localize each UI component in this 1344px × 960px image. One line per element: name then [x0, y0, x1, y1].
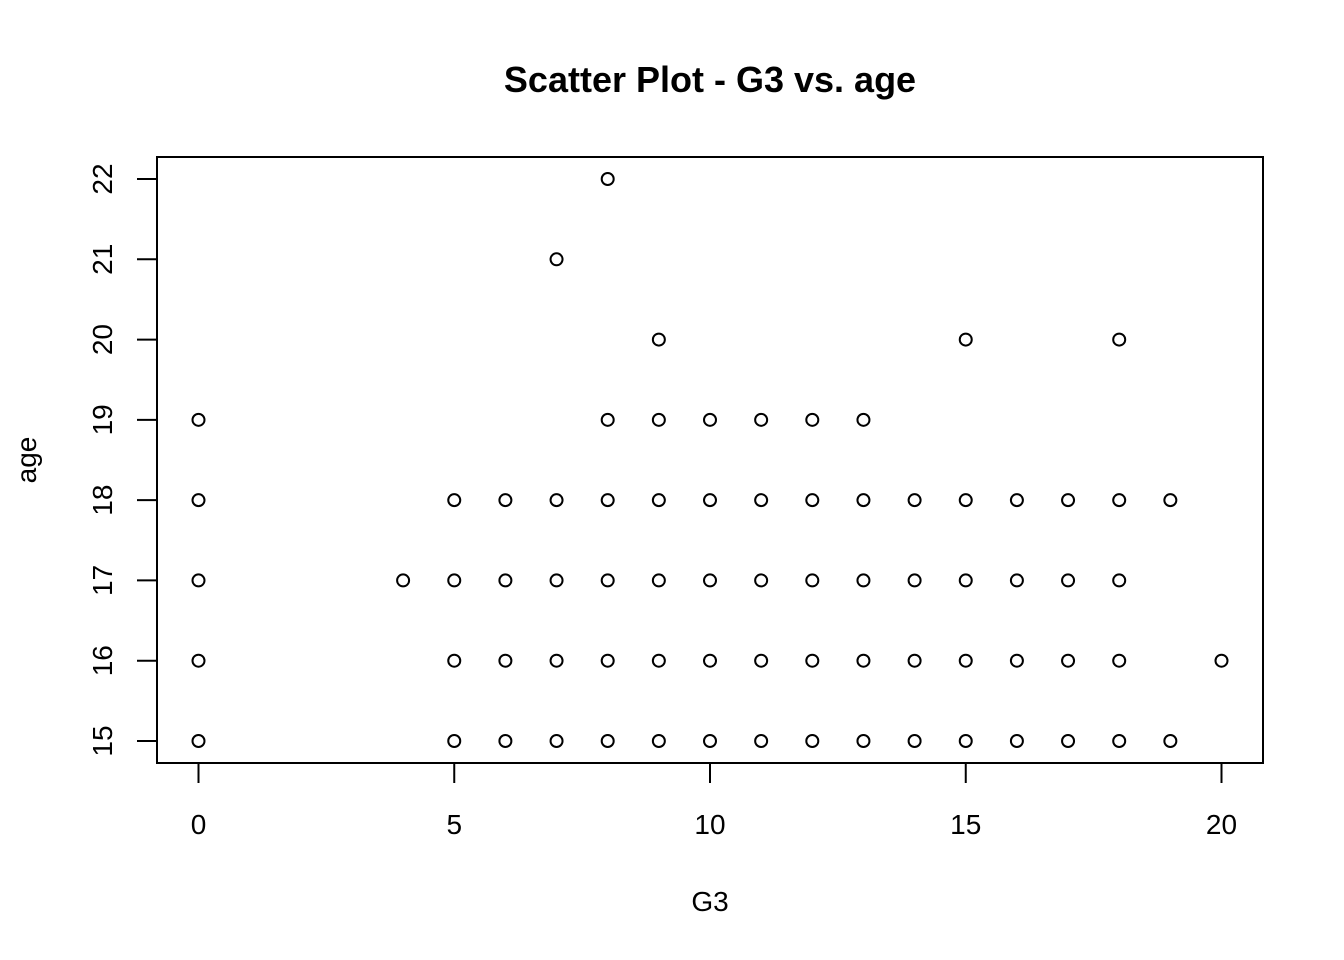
data-point [1061, 493, 1076, 508]
data-point [907, 734, 922, 748]
data-point [907, 493, 922, 508]
data-point [498, 653, 513, 668]
data-point [958, 734, 973, 748]
data-point [1112, 734, 1127, 748]
data-point [805, 493, 820, 508]
data-point [1214, 653, 1229, 668]
data-point [703, 573, 717, 588]
data-point [703, 734, 717, 748]
data-point [447, 493, 462, 508]
data-point [549, 734, 564, 748]
y-tick-label: 21 [87, 244, 118, 275]
y-axis-label: age [11, 437, 42, 484]
data-point [191, 493, 206, 508]
data-point [856, 734, 871, 748]
data-point [805, 653, 820, 668]
y-tick-label: 18 [87, 485, 118, 516]
data-point [856, 653, 871, 668]
data-point [754, 573, 769, 588]
data-point [958, 493, 973, 508]
x-tick-label: 5 [446, 809, 462, 840]
y-tick-label: 15 [87, 725, 118, 756]
data-point [651, 493, 666, 508]
data-point [907, 653, 922, 668]
data-point [1009, 653, 1024, 668]
data-point [958, 332, 973, 347]
data-point [1112, 493, 1127, 508]
x-tick-label: 20 [1206, 809, 1237, 840]
data-point [703, 412, 717, 427]
y-axis: 15 16 17 18 19 20 21 22 [87, 163, 158, 757]
x-tick-label: 10 [694, 809, 725, 840]
data-point [1061, 573, 1076, 588]
data-point [958, 573, 973, 588]
data-point [1112, 573, 1127, 588]
data-point [549, 493, 564, 508]
data-point [498, 493, 513, 508]
data-point [651, 332, 666, 347]
data-point [1112, 332, 1127, 347]
data-point [754, 412, 769, 427]
data-point [447, 734, 462, 748]
y-tick-label: 19 [87, 404, 118, 435]
data-point [1009, 734, 1024, 748]
data-point [703, 493, 717, 508]
data-point [600, 573, 615, 588]
data-point [651, 653, 666, 668]
data-point [191, 734, 206, 748]
data-point [447, 573, 462, 588]
data-point [651, 734, 666, 748]
data-point [1009, 493, 1024, 508]
data-point [191, 412, 206, 427]
data-point [447, 653, 462, 668]
data-point [549, 653, 564, 668]
data-point [856, 573, 871, 588]
data-point [651, 573, 666, 588]
x-axis-label: G3 [691, 886, 728, 917]
data-point [498, 734, 513, 748]
data-point [191, 573, 206, 588]
data-point [1112, 653, 1127, 668]
data-point [600, 493, 615, 508]
x-tick-label: 15 [950, 809, 981, 840]
data-points [191, 172, 1229, 748]
chart-title: Scatter Plot - G3 vs. age [504, 59, 916, 100]
data-point [754, 653, 769, 668]
data-point [549, 573, 564, 588]
data-point [1163, 493, 1178, 508]
data-point [754, 493, 769, 508]
x-axis: 0 5 10 15 20 [191, 762, 1237, 840]
x-tick-label: 0 [191, 809, 207, 840]
data-point [958, 653, 973, 668]
data-point [600, 734, 615, 748]
y-tick-label: 22 [87, 163, 118, 194]
data-point [1009, 573, 1024, 588]
plot-frame [156, 156, 1264, 764]
data-point [600, 412, 615, 427]
data-point [549, 252, 564, 267]
data-point [651, 412, 666, 427]
data-point [1061, 734, 1076, 748]
data-point [600, 172, 615, 186]
data-point [805, 573, 820, 588]
data-point [907, 573, 922, 588]
data-point [1061, 653, 1076, 668]
data-point [805, 734, 820, 748]
y-tick-label: 16 [87, 645, 118, 676]
data-point [1163, 734, 1178, 748]
data-point [754, 734, 769, 748]
data-point [805, 412, 820, 427]
data-point [191, 653, 206, 668]
data-point [600, 653, 615, 668]
data-point [396, 573, 411, 588]
data-point [703, 653, 717, 668]
y-tick-label: 20 [87, 324, 118, 355]
data-point [856, 493, 871, 508]
data-point [856, 412, 871, 427]
y-tick-label: 17 [87, 565, 118, 596]
data-point [498, 573, 513, 588]
